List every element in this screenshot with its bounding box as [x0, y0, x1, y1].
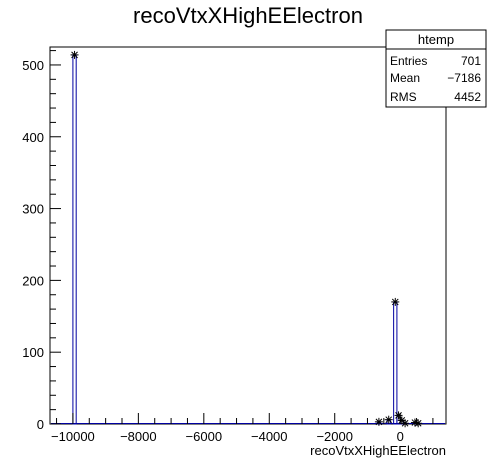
- data-marker-stroke: [71, 51, 78, 59]
- data-markers: [70, 50, 423, 428]
- y-axis: 0 100 200 300 400 500: [22, 50, 61, 432]
- x-tick-label: −10000: [51, 429, 95, 444]
- x-tick-label: −8000: [120, 429, 157, 444]
- histogram-bar: [393, 301, 398, 425]
- x-tick-label: −2000: [316, 429, 353, 444]
- y-tick-label: 400: [22, 130, 44, 145]
- stats-box-frame: [385, 29, 487, 108]
- y-tick-label: 500: [22, 58, 44, 73]
- data-marker: [384, 415, 393, 424]
- stats-mean-label: Mean: [390, 71, 420, 85]
- histogram-bars: [72, 54, 421, 425]
- x-tick-label: −4000: [251, 429, 288, 444]
- histogram-bar: [72, 54, 77, 425]
- data-marker-stroke: [385, 416, 393, 424]
- data-marker-stroke: [401, 419, 409, 427]
- stats-box: htemp Entries 701 Mean −7186 RMS 4452: [385, 29, 487, 108]
- y-tick-label: 300: [22, 202, 44, 217]
- data-marker-stroke: [391, 298, 399, 306]
- data-marker: [391, 297, 400, 306]
- x-axis-label: recoVtxXHighEElectron: [310, 443, 446, 458]
- data-marker: [374, 417, 383, 426]
- y-tick-label: 0: [37, 417, 44, 432]
- x-axis: −10000 −8000 −6000 −4000 −2000 0: [51, 413, 434, 444]
- data-marker-stroke: [414, 419, 422, 427]
- x-tick-label: 0: [397, 429, 404, 444]
- stats-rms-value: 4452: [454, 90, 481, 104]
- y-tick-label: 100: [22, 345, 44, 360]
- stats-rms-label: RMS: [390, 90, 417, 104]
- stats-box-title: htemp: [418, 32, 454, 47]
- x-tick-label: −6000: [186, 429, 223, 444]
- y-tick-label: 200: [22, 273, 44, 288]
- data-marker-stroke: [375, 418, 383, 426]
- data-marker: [70, 50, 79, 59]
- stats-entries-value: 701: [461, 54, 481, 68]
- data-marker: [401, 419, 410, 428]
- stats-entries-label: Entries: [390, 54, 427, 68]
- data-marker: [414, 419, 423, 428]
- stats-mean-value: −7186: [447, 71, 481, 85]
- chart-title: recoVtxXHighEElectron: [133, 3, 363, 28]
